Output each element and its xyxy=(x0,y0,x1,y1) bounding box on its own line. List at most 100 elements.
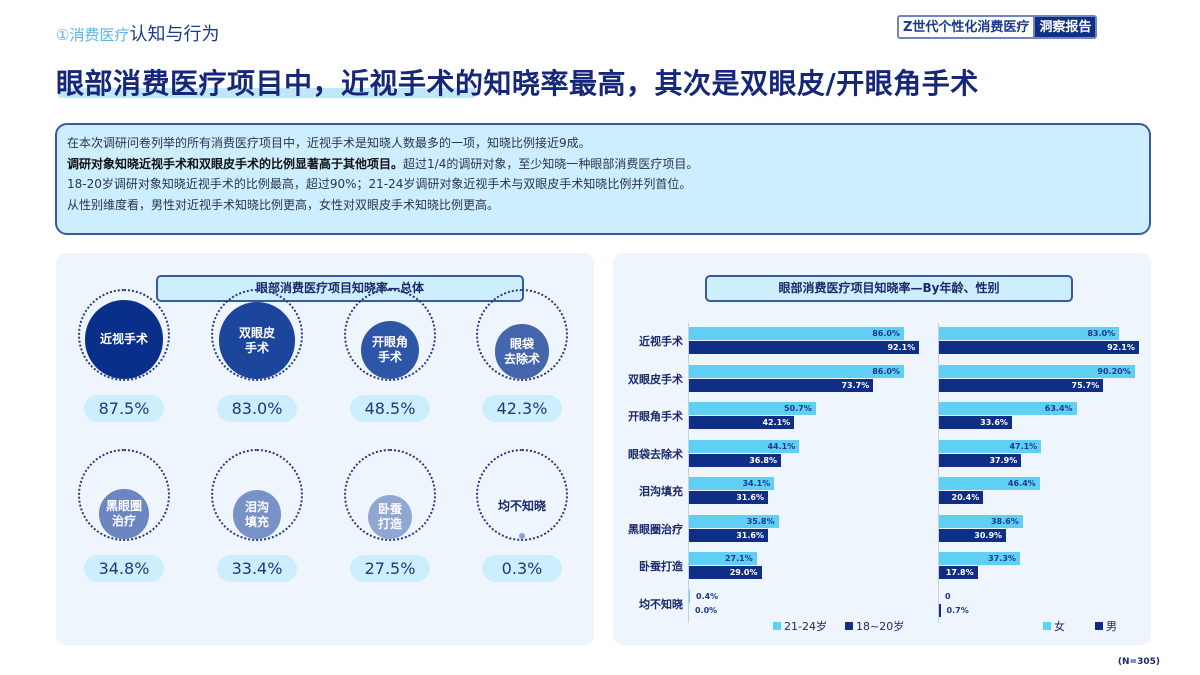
bubble-outline xyxy=(211,289,303,381)
section-title: ①消费医疗认知与行为 xyxy=(56,24,220,45)
legend-swatch xyxy=(1095,622,1103,630)
category-label: 卧蚕打造 xyxy=(639,560,683,573)
bubble-value: 87.5% xyxy=(84,395,164,422)
bar-value-label: 31.6% xyxy=(736,493,764,502)
bar-value-label: 42.1% xyxy=(762,418,791,427)
bar-value-label: 27.1% xyxy=(724,554,753,563)
bar: 92.1% xyxy=(939,341,1139,354)
bar-value-label: 50.7% xyxy=(783,404,812,413)
bar-value-label: 46.4% xyxy=(1007,479,1036,488)
bar-value-label: 34.1% xyxy=(742,479,771,488)
bubble-value: 27.5% xyxy=(350,555,430,582)
legend-age-18-20: 18~20岁 xyxy=(845,618,904,634)
bar-value-label: 29.0% xyxy=(729,568,758,577)
bar-value-label: 38.6% xyxy=(990,516,1019,526)
bubble-label: 黑眼圈 治疗 xyxy=(105,499,142,529)
bar: 86.0% xyxy=(689,327,904,340)
brand-badge: Z世代个性化消费医疗 洞察报告 xyxy=(897,15,1098,39)
bubble-value: 33.4% xyxy=(217,555,297,582)
summary-box: 在本次调研问卷列举的所有消费医疗项目中，近视手术是知晓人数最多的一项，知晓比例接… xyxy=(55,123,1151,235)
bar-value-label: 37.3% xyxy=(988,554,1016,563)
bar-value-label: 75.7% xyxy=(1071,380,1100,390)
bubble-label: 泪沟 填充 xyxy=(244,499,269,529)
bar: 42.1% xyxy=(689,416,795,429)
sample-size-note: (N=305) xyxy=(1117,657,1160,667)
bar-value-label: 86.0% xyxy=(872,366,900,376)
bubble-value: 42.3% xyxy=(482,395,562,422)
legend-male: 男 xyxy=(1095,618,1117,634)
bubble-value: 34.8% xyxy=(84,555,164,582)
bar: 0.7% xyxy=(939,603,969,617)
bar: 86.0% xyxy=(689,364,904,378)
bar: 63.4% xyxy=(939,402,1077,415)
category-label: 双眼皮手术 xyxy=(628,372,683,386)
bar-value-label: 37.9% xyxy=(989,455,1018,465)
bar: 30.9% xyxy=(939,528,1007,542)
bubble-label: 开眼角 手术 xyxy=(371,334,408,364)
bubble-value: 0.3% xyxy=(482,555,562,582)
bubble-value: 83.0% xyxy=(217,395,297,422)
legend-swatch xyxy=(845,622,853,630)
bubble-outline xyxy=(476,289,568,381)
category-label: 均不知晓 xyxy=(639,597,683,611)
headline-highlight xyxy=(58,88,476,98)
bar: 90.20% xyxy=(939,364,1135,378)
breakdown-panel: 眼部消费医疗项目知晓率—By年龄、性别 近视手术 双眼皮手术 开眼角手术 眼袋去除术泪… xyxy=(613,253,1151,645)
bar: 31.6% xyxy=(689,491,768,504)
overall-chart-title: 眼部消费医疗项目知晓率—总体 xyxy=(156,275,524,302)
bar: 73.7% xyxy=(689,378,874,392)
category-label: 眼袋去除术 xyxy=(628,447,683,461)
bubble xyxy=(99,489,149,539)
bar-value-label: 92.1% xyxy=(887,343,916,352)
bubble-outline xyxy=(476,449,568,541)
bubble xyxy=(360,320,420,379)
bar: 75.7% xyxy=(939,378,1104,392)
bar: 36.8% xyxy=(689,453,781,467)
bubble xyxy=(218,302,296,379)
bubble-label: 近视手术 xyxy=(99,332,148,347)
bar-value-label: 0.4% xyxy=(696,591,719,601)
legend-age-21-24: 21-24岁 xyxy=(773,618,827,634)
bubble xyxy=(519,533,525,539)
bar: 29.0% xyxy=(689,566,762,579)
bar-value-label: 86.0% xyxy=(872,329,900,338)
bar-value-label: 0 xyxy=(945,591,951,601)
bubble xyxy=(84,300,164,379)
bar: 35.8% xyxy=(689,514,779,528)
bar: 33.6% xyxy=(939,416,1012,429)
bar: 0.4% xyxy=(689,589,718,603)
legend-female: 女 xyxy=(1043,618,1065,634)
bar-value-label: 17.8% xyxy=(945,568,974,577)
bubble-label: 均不知晓 xyxy=(497,499,546,513)
bar: 38.6% xyxy=(939,514,1023,528)
bar: 34.1% xyxy=(689,477,775,490)
bar-value-label: 20.4% xyxy=(951,493,980,502)
legend-swatch xyxy=(1043,622,1051,630)
bubble-outline xyxy=(78,449,170,541)
bar: 37.9% xyxy=(939,453,1022,467)
category-label: 黑眼圈治疗 xyxy=(628,522,683,536)
bar-value-label: 63.4% xyxy=(1044,404,1073,413)
category-label: 泪沟填充 xyxy=(639,485,683,498)
bar-value-label: 33.6% xyxy=(980,418,1008,427)
bar: 83.0% xyxy=(939,327,1120,340)
bubble-outline xyxy=(344,449,436,541)
bar-value-label: 47.1% xyxy=(1009,441,1038,451)
bar: 50.7% xyxy=(689,402,816,415)
bar-value-label: 90.20% xyxy=(1097,366,1131,376)
bubble xyxy=(367,494,413,539)
bar: 20.4% xyxy=(939,491,984,504)
bar-value-label: 31.6% xyxy=(736,530,764,540)
bar-value-label: 73.7% xyxy=(841,380,870,390)
bar-value-label: 0.7% xyxy=(946,605,969,615)
bar-value-label: 35.8% xyxy=(746,516,775,526)
bar-value-label: 83.0% xyxy=(1087,329,1116,338)
bar: 17.8% xyxy=(939,566,978,579)
category-label: 近视手术 xyxy=(639,335,683,348)
bar-value-label: 0.0% xyxy=(695,605,718,615)
bar: 27.1% xyxy=(689,552,757,565)
bar: 31.6% xyxy=(689,528,768,542)
bubble-outline xyxy=(344,289,436,381)
breakdown-chart-title: 眼部消费医疗项目知晓率—By年龄、性别 xyxy=(705,275,1073,302)
bubble xyxy=(232,490,282,539)
